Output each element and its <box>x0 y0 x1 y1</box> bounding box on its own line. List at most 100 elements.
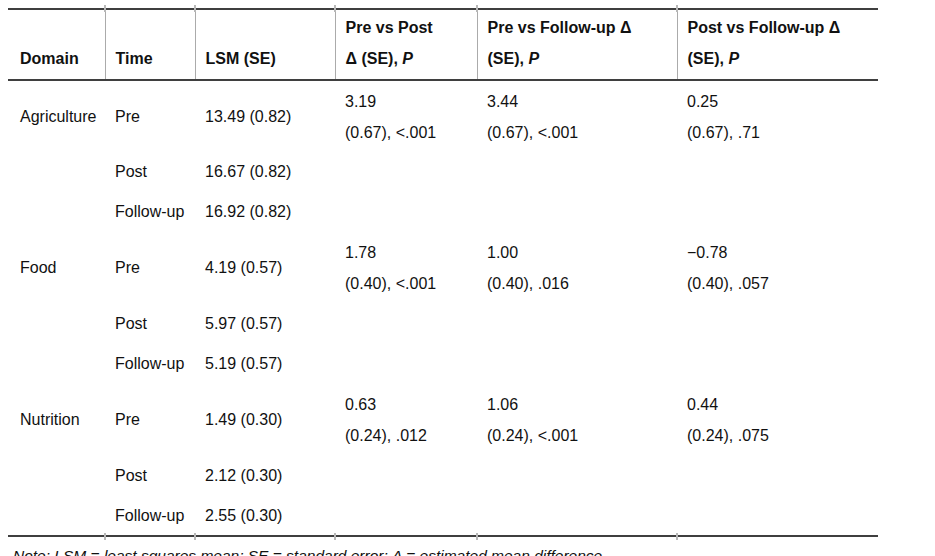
domain-cell <box>8 344 105 384</box>
se-p-value: (0.67), <.001 <box>345 117 473 148</box>
pre-vs-followup-cell <box>477 304 677 344</box>
column-boundary-tick <box>104 5 106 12</box>
pre-vs-post-cell: 1.78 (0.40), <.001 <box>335 232 477 304</box>
time-cell: Post <box>105 456 195 496</box>
lsm-cell: 1.49 (0.30) <box>195 384 335 456</box>
pre-vs-followup-cell: 1.00 (0.40), .016 <box>477 232 677 304</box>
column-boundary-tick <box>104 533 106 540</box>
column-boundary-tick <box>476 5 478 12</box>
time-cell: Pre <box>105 232 195 304</box>
se-p-value: (0.40), <.001 <box>345 268 473 299</box>
table-row: Post 2.12 (0.30) <box>8 456 878 496</box>
pre-vs-followup-cell: 3.44 (0.67), <.001 <box>477 80 677 152</box>
lsm-cell: 16.92 (0.82) <box>195 192 335 232</box>
time-cell: Follow-up <box>105 344 195 384</box>
domain-cell <box>8 456 105 496</box>
col-header-post-vs-followup: Post vs Follow-up Δ (SE), P <box>677 9 878 80</box>
column-boundary-tick <box>676 533 678 540</box>
domain-cell <box>8 152 105 192</box>
se-p-value: (0.40), .057 <box>687 268 874 299</box>
p-symbol: P <box>728 50 739 67</box>
time-cell: Follow-up <box>105 192 195 232</box>
pre-vs-followup-cell <box>477 456 677 496</box>
domain-cell <box>8 192 105 232</box>
domain-cell: Nutrition <box>8 384 105 456</box>
post-vs-followup-cell: 0.44 (0.24), .075 <box>677 384 878 456</box>
column-boundary-tick <box>676 5 678 12</box>
header-line1: Pre vs Follow-up Δ <box>488 12 673 43</box>
p-symbol: P <box>402 50 413 67</box>
post-vs-followup-cell <box>677 192 878 232</box>
lsm-cell: 2.12 (0.30) <box>195 456 335 496</box>
domain-cell <box>8 304 105 344</box>
domain-cell: Food <box>8 232 105 304</box>
col-header-pre-vs-followup: Pre vs Follow-up Δ (SE), P <box>477 9 677 80</box>
table-row: Nutrition Pre 1.49 (0.30) 0.63 (0.24), .… <box>8 384 878 456</box>
column-boundary-tick <box>476 533 478 540</box>
column-boundary-tick <box>334 5 336 12</box>
header-row: Domain Time LSM (SE) Pre vs Post Δ (SE),… <box>8 9 878 80</box>
lsm-cell: 5.19 (0.57) <box>195 344 335 384</box>
se-p-value: (0.24), .075 <box>687 420 874 451</box>
column-boundary-tick <box>194 5 196 12</box>
delta-value: 1.00 <box>487 237 673 268</box>
header-line1: Post vs Follow-up Δ <box>688 12 875 43</box>
pre-vs-post-cell: 0.63 (0.24), .012 <box>335 384 477 456</box>
delta-value: 1.06 <box>487 389 673 420</box>
delta-value: 1.78 <box>345 237 473 268</box>
pre-vs-post-cell <box>335 496 477 536</box>
post-vs-followup-cell: 0.25 (0.67), .71 <box>677 80 878 152</box>
lsm-cell: 4.19 (0.57) <box>195 232 335 304</box>
pre-vs-followup-cell <box>477 344 677 384</box>
table-row: Agriculture Pre 13.49 (0.82) 3.19 (0.67)… <box>8 80 878 152</box>
col-header-lsm: LSM (SE) <box>195 9 335 80</box>
col-header-time: Time <box>105 9 195 80</box>
pre-vs-post-cell <box>335 344 477 384</box>
delta-value: 0.44 <box>687 389 874 420</box>
lsm-cell: 5.97 (0.57) <box>195 304 335 344</box>
table-note: Note: LSM = least squares mean; SE = sta… <box>13 546 935 556</box>
se-p-value: (0.24), .012 <box>345 420 473 451</box>
table-row: Follow-up 16.92 (0.82) <box>8 192 878 232</box>
col-header-pre-vs-post: Pre vs Post Δ (SE), P <box>335 9 477 80</box>
table-row: Follow-up 5.19 (0.57) <box>8 344 878 384</box>
col-header-domain: Domain <box>8 9 105 80</box>
column-boundary-tick <box>334 533 336 540</box>
pre-vs-followup-cell <box>477 496 677 536</box>
time-cell: Pre <box>105 80 195 152</box>
post-vs-followup-cell: −0.78 (0.40), .057 <box>677 232 878 304</box>
delta-value: 3.44 <box>487 86 673 117</box>
column-boundary-tick <box>194 533 196 540</box>
se-p-value: (0.67), <.001 <box>487 117 673 148</box>
table-row: Post 16.67 (0.82) <box>8 152 878 192</box>
results-table-wrapper: Domain Time LSM (SE) Pre vs Post Δ (SE),… <box>8 8 878 537</box>
post-vs-followup-cell <box>677 304 878 344</box>
time-cell: Post <box>105 304 195 344</box>
post-vs-followup-cell <box>677 496 878 536</box>
post-vs-followup-cell <box>677 344 878 384</box>
pre-vs-post-cell <box>335 192 477 232</box>
delta-value: 0.25 <box>687 86 874 117</box>
lsm-cell: 16.67 (0.82) <box>195 152 335 192</box>
lsm-cell: 13.49 (0.82) <box>195 80 335 152</box>
time-cell: Follow-up <box>105 496 195 536</box>
header-line1: Pre vs Post <box>346 12 473 43</box>
header-line2: Δ (SE), P <box>346 43 473 74</box>
table-row: Post 5.97 (0.57) <box>8 304 878 344</box>
delta-value: 3.19 <box>345 86 473 117</box>
time-cell: Post <box>105 152 195 192</box>
post-vs-followup-cell <box>677 456 878 496</box>
se-p-value: (0.24), <.001 <box>487 420 673 451</box>
pre-vs-post-cell <box>335 152 477 192</box>
table-row: Follow-up 2.55 (0.30) <box>8 496 878 536</box>
pre-vs-post-cell <box>335 304 477 344</box>
delta-value: 0.63 <box>345 389 473 420</box>
se-p-value: (0.67), .71 <box>687 117 874 148</box>
header-line2: (SE), P <box>688 43 875 74</box>
lsm-cell: 2.55 (0.30) <box>195 496 335 536</box>
pre-vs-followup-cell <box>477 152 677 192</box>
header-line2: (SE), P <box>488 43 673 74</box>
pre-vs-post-cell: 3.19 (0.67), <.001 <box>335 80 477 152</box>
pre-vs-followup-cell <box>477 192 677 232</box>
pre-vs-post-cell <box>335 456 477 496</box>
